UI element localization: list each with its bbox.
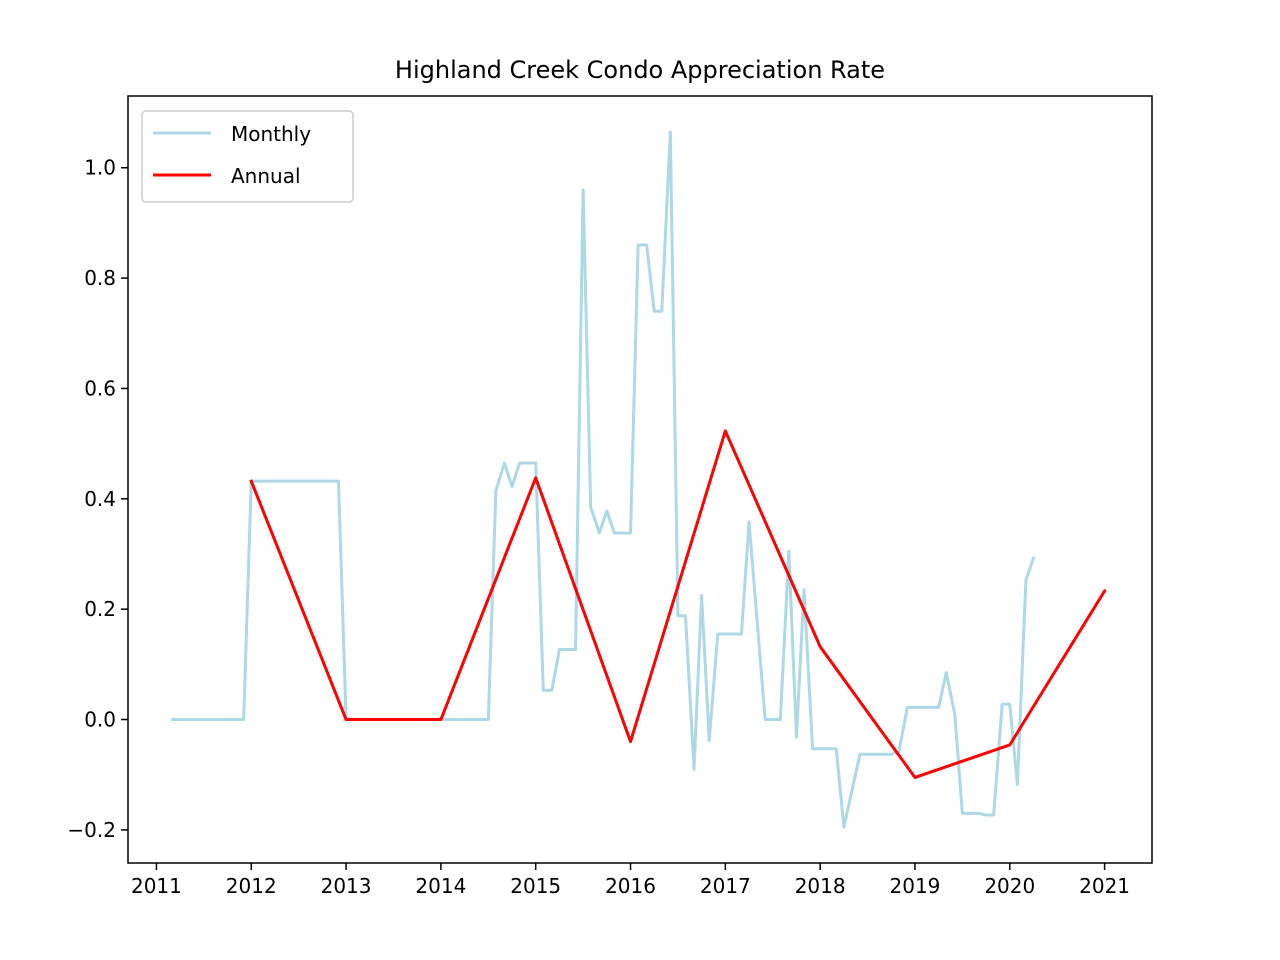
plot-frame [127, 95, 1153, 864]
series-line-monthly [171, 130, 1036, 829]
x-tick-label: 2011 [131, 874, 182, 898]
x-tick-label: 2014 [415, 874, 466, 898]
x-tick-label: 2020 [984, 874, 1035, 898]
y-tick-label: 0.0 [84, 708, 116, 732]
x-tick-label: 2018 [795, 874, 846, 898]
y-axis: −0.2 0.0 0.2 0.4 0.6 0.8 1.0 [67, 156, 128, 842]
y-tick-label: −0.2 [67, 818, 116, 842]
legend-label-monthly: Monthly [231, 122, 311, 146]
x-tick-label: 2021 [1079, 874, 1130, 898]
series-line-annual [249, 429, 1107, 779]
x-tick-label: 2019 [890, 874, 941, 898]
legend-label-annual: Annual [231, 164, 301, 188]
x-axis: 2011 2012 2013 2014 2015 2016 2017 2018 2019 2020… [131, 863, 1130, 898]
x-tick-label: 2012 [226, 874, 277, 898]
y-tick-label: 0.8 [84, 266, 116, 290]
x-tick-label: 2015 [510, 874, 561, 898]
chart-title: Highland Creek Condo Appreciation Rate [395, 56, 885, 84]
y-tick-label: 1.0 [84, 156, 116, 180]
y-tick-label: 0.4 [84, 487, 116, 511]
x-tick-label: 2017 [700, 874, 751, 898]
plot-area [171, 130, 1107, 829]
x-tick-label: 2016 [605, 874, 656, 898]
x-tick-label: 2013 [321, 874, 372, 898]
y-tick-label: 0.2 [84, 597, 116, 621]
legend: Monthly Annual [141, 110, 354, 203]
y-tick-label: 0.6 [84, 376, 116, 400]
